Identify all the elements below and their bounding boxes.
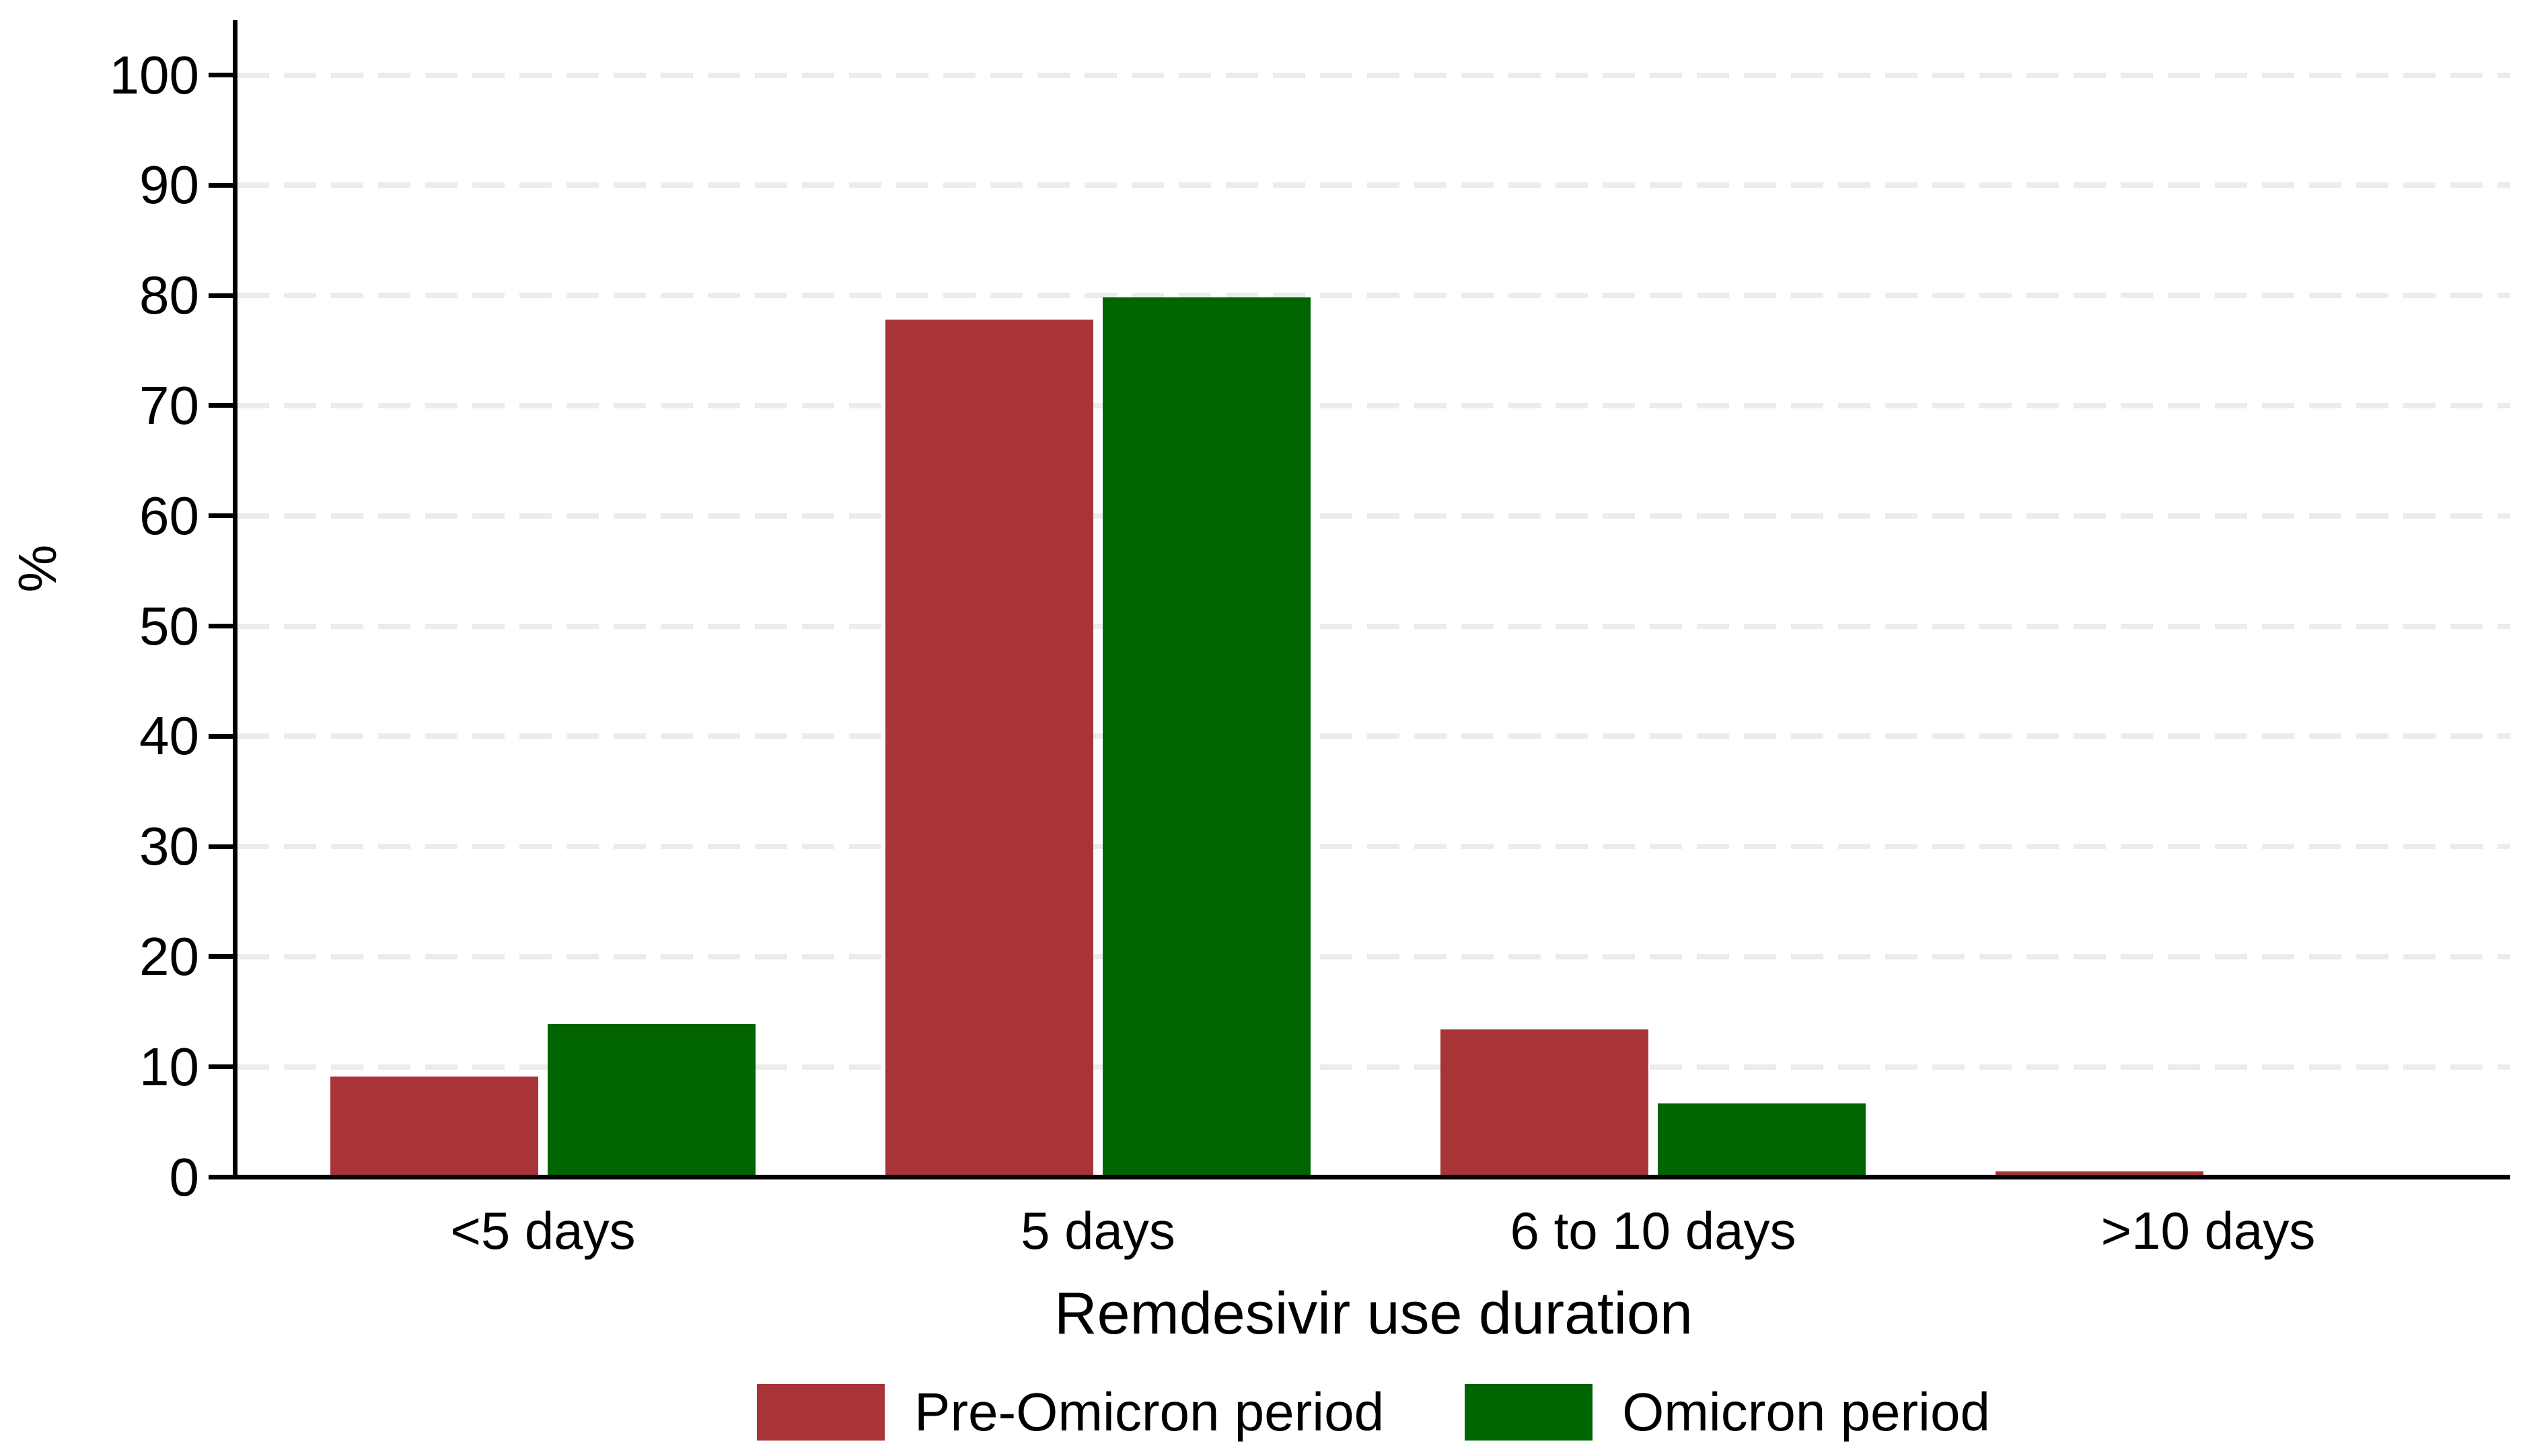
- legend-entry-omicron-period: Omicron period: [1465, 1384, 1990, 1441]
- y-tick-label-30: 30: [139, 816, 199, 876]
- x-axis-line: [233, 1175, 2510, 1179]
- gridline-80: [237, 293, 2510, 298]
- y-tick-80: [209, 293, 237, 298]
- bar-omicron-period-6-to-10-days: [1658, 1103, 1866, 1175]
- gridline-90: [237, 182, 2510, 188]
- x-axis-title: Remdesivir use duration: [1054, 1280, 1693, 1346]
- y-tick-label-20: 20: [139, 926, 199, 986]
- x-category-label-10-days: >10 days: [2100, 1201, 2316, 1260]
- gridline-100: [237, 73, 2510, 78]
- y-tick-label-10: 10: [139, 1037, 199, 1097]
- gridline-70: [237, 403, 2510, 408]
- gridline-40: [237, 733, 2510, 739]
- bar-pre-omicron-period-6-to-10-days: [1440, 1029, 1648, 1175]
- y-tick-label-80: 80: [139, 265, 199, 325]
- y-tick-100: [209, 73, 237, 77]
- y-tick-label-90: 90: [139, 155, 199, 215]
- legend-swatch-omicron-period: [1465, 1384, 1593, 1441]
- bar-pre-omicron-period-5-days: [330, 1077, 538, 1175]
- y-tick-60: [209, 513, 237, 518]
- bar-pre-omicron-period-5-days: [885, 320, 1093, 1175]
- gridline-20: [237, 954, 2510, 959]
- y-tick-90: [209, 183, 237, 188]
- y-tick-50: [209, 624, 237, 628]
- y-tick-10: [209, 1064, 237, 1069]
- gridline-10: [237, 1064, 2510, 1070]
- y-tick-label-60: 60: [139, 486, 199, 546]
- y-tick-label-50: 50: [139, 596, 199, 656]
- gridline-60: [237, 513, 2510, 519]
- y-tick-40: [209, 734, 237, 739]
- bar-pre-omicron-period-10-days: [1996, 1171, 2203, 1175]
- y-tick-label-100: 100: [109, 45, 199, 105]
- gridline-30: [237, 844, 2510, 849]
- legend-label-omicron-period: Omicron period: [1622, 1382, 1990, 1442]
- gridline-50: [237, 624, 2510, 629]
- x-category-label-6-to-10-days: 6 to 10 days: [1510, 1201, 1796, 1260]
- x-category-label-5-days: 5 days: [1021, 1201, 1175, 1260]
- bar-omicron-period-5-days: [1103, 297, 1311, 1175]
- y-tick-label-70: 70: [139, 375, 199, 435]
- x-category-label-5-days: <5 days: [450, 1201, 636, 1260]
- bar-omicron-period-5-days: [548, 1024, 756, 1175]
- y-tick-30: [209, 844, 237, 849]
- legend-entry-pre-omicron-period: Pre-Omicron period: [757, 1384, 1384, 1441]
- y-tick-20: [209, 954, 237, 959]
- y-tick-0: [209, 1175, 237, 1179]
- legend-swatch-pre-omicron-period: [757, 1384, 885, 1441]
- y-tick-label-0: 0: [169, 1147, 200, 1207]
- legend-label-pre-omicron-period: Pre-Omicron period: [914, 1382, 1385, 1442]
- y-tick-label-40: 40: [139, 706, 199, 766]
- y-tick-70: [209, 403, 237, 408]
- legend: Pre-Omicron period Omicron period: [237, 1383, 2510, 1441]
- y-axis-line: [233, 20, 237, 1179]
